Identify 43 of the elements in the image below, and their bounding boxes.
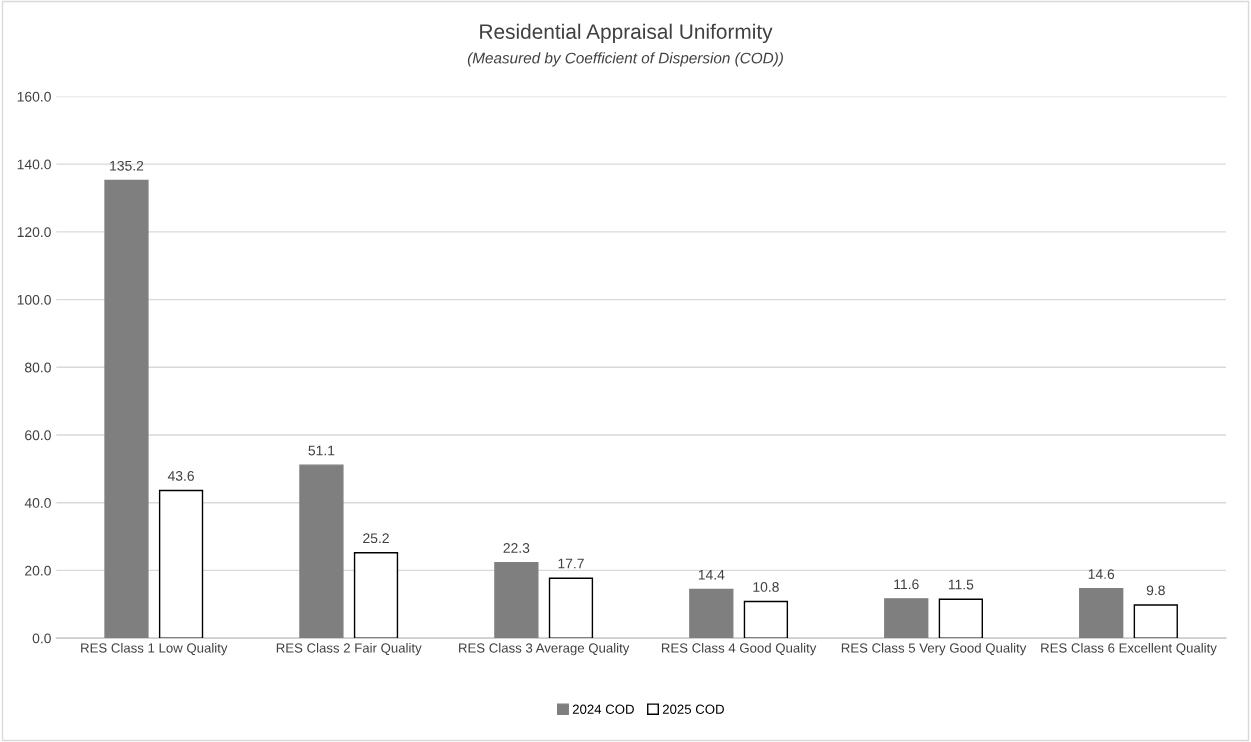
y-tick-label: 20.0	[25, 565, 51, 576]
bar	[938, 598, 983, 639]
bar	[1079, 587, 1124, 639]
data-label: 10.8	[753, 582, 779, 592]
chart-subtitle: (Measured by Coefficient of Dispersion (COD))	[467, 52, 783, 67]
chart-title: Residential Appraisal Uniformity	[480, 23, 773, 44]
bar	[353, 552, 399, 639]
y-tick-label: 120.0	[17, 227, 51, 238]
data-label: 9.8	[1146, 585, 1165, 596]
x-tick-label: RES Class 4 Good Quality	[661, 642, 817, 656]
data-label: 135.2	[110, 160, 144, 171]
data-label: 11.6	[894, 579, 919, 590]
data-label: 25.2	[363, 533, 389, 544]
bar	[1133, 604, 1178, 639]
bar	[104, 179, 149, 639]
y-tick-label: 60.0	[25, 430, 51, 441]
y-tick-label: 40.0	[24, 498, 51, 508]
x-tick-label: RES Class 1 Low Quality	[81, 642, 228, 656]
y-tick-label: 0.0	[32, 633, 51, 644]
bar	[494, 561, 539, 639]
data-label: 11.5	[948, 579, 974, 590]
y-tick-label: 80.0	[25, 362, 51, 373]
x-tick-label: RES Class 5 Very Good Quality	[841, 642, 1027, 656]
data-label: 22.3	[503, 543, 530, 553]
x-tick-label: RES Class 3 Average Quality	[459, 642, 630, 656]
bar	[548, 577, 594, 639]
bar	[299, 464, 344, 639]
bar	[689, 588, 734, 639]
x-tick-label: RES Class 6 Excellent Quality	[1041, 642, 1217, 656]
data-label: 17.7	[558, 558, 584, 569]
bar	[158, 489, 204, 639]
legend-label: 2025 COD	[662, 704, 724, 714]
bar	[884, 598, 929, 639]
y-tick-label: 140.0	[17, 159, 51, 170]
data-label: 14.4	[698, 569, 725, 580]
legend-label: 2024 COD	[572, 704, 634, 714]
data-label: 43.6	[167, 470, 194, 481]
bar	[743, 600, 789, 639]
x-tick-label: RES Class 2 Fair Quality	[276, 642, 422, 656]
data-label: 51.1	[308, 445, 335, 456]
y-tick-label: 160.0	[17, 91, 51, 102]
data-label: 14.6	[1088, 569, 1115, 579]
y-tick-label: 100.0	[17, 294, 51, 305]
